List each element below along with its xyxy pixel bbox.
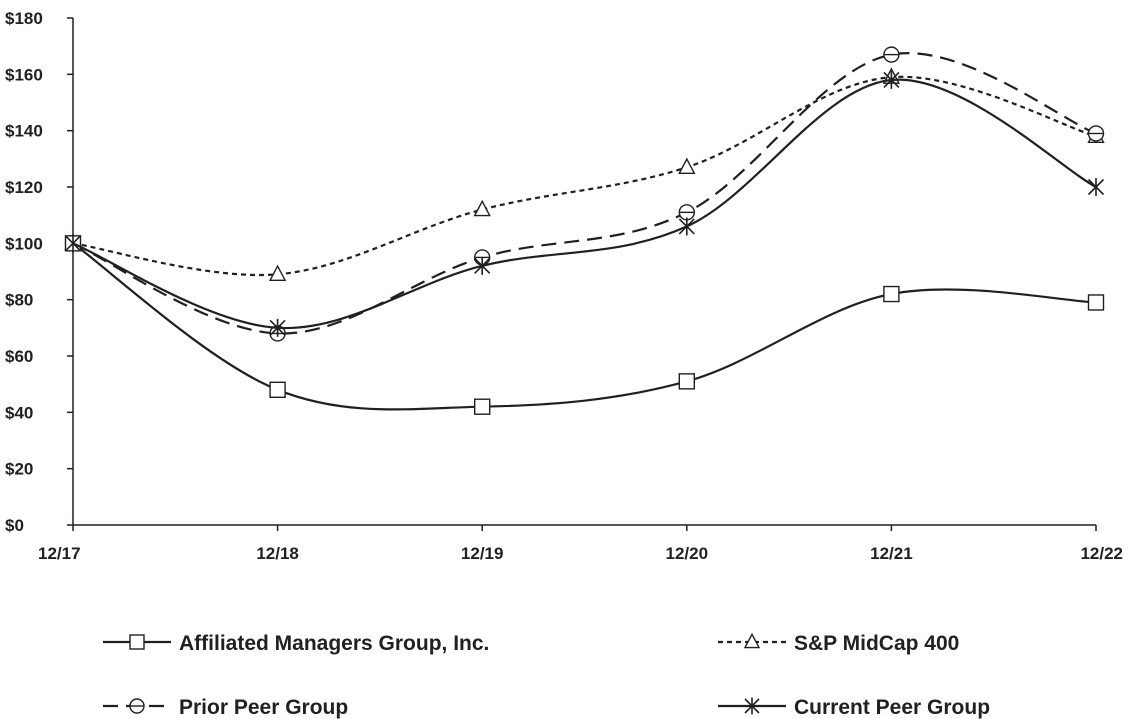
square-marker	[678, 373, 695, 390]
y-tick-label: $140	[5, 122, 43, 141]
x-tick-label: 12/22	[1080, 544, 1123, 563]
series-group	[64, 46, 1105, 415]
y-tick-label: $120	[5, 178, 43, 197]
y-axis-ticks: $0 $20 $40 $60 $80 $100 $120 $140 $160 $180	[5, 9, 73, 535]
square-marker	[474, 398, 491, 415]
x-tick-label: 12/18	[256, 544, 299, 563]
x-tick-label: 12/21	[870, 544, 913, 563]
square-marker	[1087, 294, 1105, 311]
y-tick-label: $160	[5, 65, 43, 84]
triangle-marker	[678, 157, 696, 174]
series-line	[72, 75, 1097, 277]
asterisk-marker	[64, 234, 82, 253]
series-4	[64, 70, 1105, 337]
series-line	[72, 242, 1097, 411]
y-tick-label: $80	[5, 291, 33, 310]
legend-label: Affiliated Managers Group, Inc.	[179, 632, 489, 655]
y-tick-label: $20	[5, 460, 33, 479]
x-tick-label: 12/17	[38, 544, 81, 563]
asterisk-marker	[1087, 178, 1105, 196]
legend-item: Prior Peer Group	[103, 696, 348, 719]
y-tick-label: $60	[5, 347, 33, 366]
legend-label: Prior Peer Group	[179, 696, 348, 719]
y-tick-label: $0	[5, 516, 24, 535]
square-marker	[883, 285, 900, 303]
triangle-marker	[473, 199, 491, 217]
y-tick-label: $180	[5, 9, 43, 28]
square-marker	[129, 634, 145, 650]
asterisk-marker	[744, 697, 760, 715]
asterisk-marker	[269, 318, 286, 337]
series-1	[64, 235, 1105, 415]
legend: Affiliated Managers Group, Inc. S&P MidCa…	[103, 632, 990, 719]
axes	[72, 18, 1096, 526]
series-line	[72, 78, 1097, 330]
y-tick-label: $40	[5, 403, 33, 422]
legend-label: Current Peer Group	[794, 696, 990, 719]
x-axis-ticks: 12/17 12/18 12/19 12/20 12/21 12/22	[38, 525, 1123, 563]
y-tick-label: $100	[5, 234, 43, 253]
square-marker	[269, 381, 286, 398]
asterisk-marker	[678, 217, 695, 236]
legend-label: S&P MidCap 400	[794, 632, 959, 655]
x-tick-label: 12/20	[666, 544, 709, 563]
triangle-marker	[743, 632, 761, 649]
x-tick-label: 12/19	[461, 544, 504, 563]
series-2	[64, 67, 1105, 282]
legend-item: Current Peer Group	[718, 696, 990, 719]
triangle-marker	[268, 264, 287, 282]
asterisk-marker	[474, 256, 491, 275]
asterisk-marker	[883, 70, 900, 89]
legend-item: Affiliated Managers Group, Inc.	[103, 632, 489, 655]
series-line	[72, 52, 1097, 335]
legend-item: S&P MidCap 400	[718, 632, 959, 655]
